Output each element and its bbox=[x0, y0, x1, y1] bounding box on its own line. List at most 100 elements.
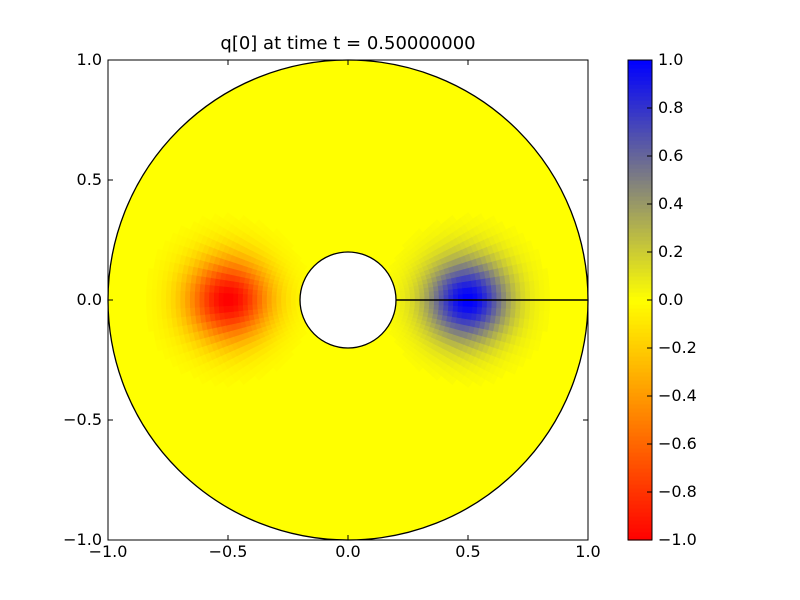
heatmap-cell bbox=[280, 292, 287, 298]
heatmap-cell bbox=[270, 295, 277, 301]
colorbar-segment bbox=[628, 256, 652, 261]
colorbar-segment bbox=[628, 452, 652, 457]
heatmap-cell bbox=[510, 299, 517, 310]
heatmap-cell bbox=[177, 363, 187, 375]
heatmap-cell bbox=[242, 288, 249, 296]
heatmap-cell bbox=[443, 304, 449, 311]
heatmap-cell bbox=[203, 292, 210, 301]
colorbar-segment bbox=[628, 160, 652, 165]
inner-boundary bbox=[299, 251, 397, 349]
heatmap-cell bbox=[242, 299, 248, 306]
colorbar-segment bbox=[628, 356, 652, 361]
heatmap-cell bbox=[198, 299, 205, 309]
heatmap-cell bbox=[179, 299, 186, 310]
heatmap-cell bbox=[448, 214, 458, 225]
heatmap-cell bbox=[218, 306, 225, 314]
heatmap-cell bbox=[155, 299, 162, 311]
heatmap-cell bbox=[404, 302, 411, 307]
colorbar-segment bbox=[628, 244, 652, 249]
colorbar-segment bbox=[628, 152, 652, 157]
heatmap-cell bbox=[146, 309, 153, 322]
y-axis: −1.0 −0.5 0.0 0.5 1.0 bbox=[63, 50, 588, 549]
chart-title: q[0] at time t = 0.50000000 bbox=[220, 33, 475, 54]
colorbar-segment bbox=[628, 88, 652, 93]
colorbar-segment bbox=[628, 148, 652, 153]
colorbar-segment bbox=[628, 220, 652, 225]
heatmap-cell bbox=[218, 286, 225, 294]
heatmap-cell bbox=[218, 299, 224, 308]
colorbar-segment bbox=[628, 504, 652, 509]
heatmap-cell bbox=[242, 294, 248, 301]
heatmap-cell bbox=[222, 299, 229, 307]
heatmap-cell bbox=[266, 295, 272, 301]
colorbar-segment bbox=[628, 480, 652, 485]
heatmap-cell bbox=[147, 268, 154, 280]
heatmap-cell bbox=[237, 299, 243, 307]
colorbar-segment bbox=[628, 376, 652, 381]
colorbar-segment bbox=[628, 436, 652, 441]
heatmap-cell bbox=[539, 289, 546, 301]
heatmap-cell bbox=[501, 291, 507, 301]
x-tick-label: 1.0 bbox=[575, 542, 600, 561]
colorbar-segment bbox=[628, 336, 652, 341]
heatmap-cell bbox=[251, 304, 258, 311]
heatmap-cell bbox=[542, 320, 549, 332]
heatmap-cell bbox=[261, 295, 267, 301]
heatmap-cell bbox=[242, 304, 249, 312]
heatmap-cell bbox=[515, 299, 522, 310]
heatmap-cell bbox=[247, 304, 253, 311]
colorbar-segment bbox=[628, 380, 652, 385]
colorbar-segment bbox=[628, 212, 652, 217]
colorbar-segment bbox=[628, 456, 652, 461]
colorbar-segment bbox=[628, 308, 652, 313]
colorbar-segment bbox=[628, 260, 652, 265]
heatmap-cell bbox=[162, 348, 171, 360]
colorbar-segment bbox=[628, 372, 652, 377]
heatmap-cell bbox=[477, 292, 483, 301]
heatmap-cell bbox=[438, 304, 445, 311]
colorbar-segment bbox=[628, 108, 652, 113]
heatmap-cell bbox=[210, 376, 220, 387]
heatmap-cell bbox=[433, 290, 440, 296]
heatmap-cell bbox=[472, 292, 478, 301]
heatmap-cell bbox=[232, 293, 239, 301]
heatmap-cell bbox=[261, 299, 267, 305]
colorbar-segment bbox=[628, 68, 652, 73]
colorbar-segment bbox=[628, 132, 652, 137]
heatmap-cell bbox=[539, 299, 546, 311]
heatmap-cell bbox=[275, 292, 282, 297]
heatmap-cell bbox=[529, 299, 536, 311]
heatmap-cell bbox=[165, 299, 171, 310]
colorbar-segment bbox=[628, 496, 652, 501]
heatmap-cell bbox=[433, 219, 442, 228]
colorbar-tick-label: −0.6 bbox=[658, 434, 697, 453]
heatmap-cell bbox=[256, 294, 263, 301]
x-tick-label: −1.0 bbox=[89, 542, 128, 561]
colorbar-segment bbox=[628, 84, 652, 89]
heatmap-cell bbox=[481, 292, 488, 301]
colorbar-segment bbox=[628, 60, 652, 65]
colorbar-segment bbox=[628, 516, 652, 521]
heatmap-cell bbox=[222, 293, 229, 301]
colorbar-segment bbox=[628, 328, 652, 333]
colorbar-segment bbox=[628, 344, 652, 349]
heatmap-cell bbox=[270, 299, 277, 305]
heatmap-cell bbox=[160, 289, 167, 301]
heatmap-cell bbox=[467, 299, 474, 307]
heatmap-cell bbox=[496, 299, 502, 309]
heatmap-cell bbox=[452, 288, 459, 295]
heatmap-cell bbox=[290, 296, 296, 301]
heatmap-cell bbox=[203, 284, 210, 294]
heatmap-cell bbox=[256, 304, 263, 310]
heatmap-cell bbox=[467, 293, 474, 301]
colorbar-segment bbox=[628, 292, 652, 297]
colorbar-segment bbox=[628, 520, 652, 525]
colorbar-segment bbox=[628, 432, 652, 437]
colorbar-segment bbox=[628, 276, 652, 281]
heatmap-cell bbox=[275, 299, 282, 305]
colorbar-segment bbox=[628, 360, 652, 365]
heatmap-cell bbox=[525, 290, 531, 301]
colorbar-segment bbox=[628, 448, 652, 453]
colorbar-segment bbox=[628, 228, 652, 233]
heatmap-cell bbox=[227, 287, 234, 295]
